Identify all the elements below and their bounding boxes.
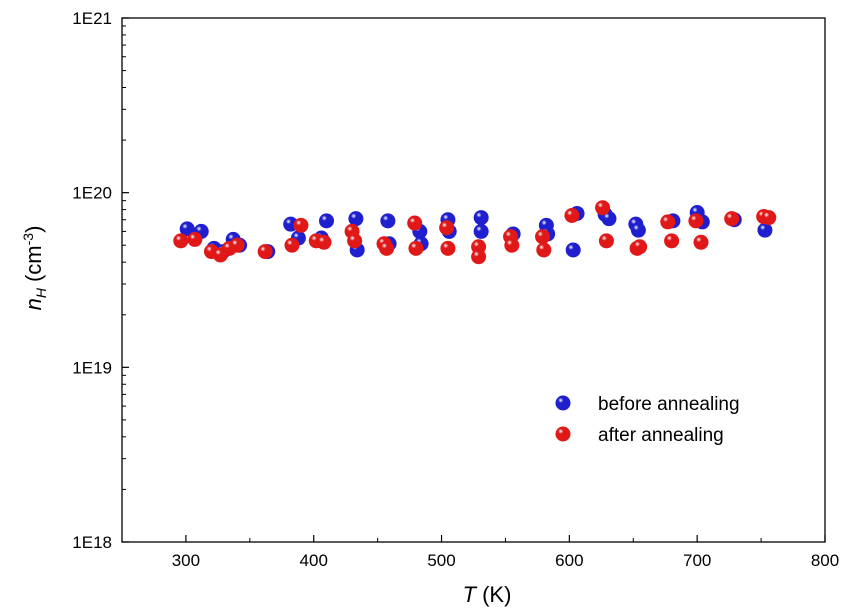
y-tick-label: 1E19 (72, 358, 112, 377)
legend-marker-after (555, 426, 571, 442)
tick-labels: 300 400 500 600 700 800 1E18 1E19 1E20 1E21 (72, 9, 839, 570)
after-annealing-point (660, 214, 676, 230)
after-annealing-point (598, 233, 614, 249)
before-annealing-point (179, 221, 195, 237)
y-axis-title: nH (cm-3) (20, 226, 49, 311)
before-annealing-point (601, 211, 617, 227)
before-annealing-point (630, 222, 646, 238)
after-annealing-point (173, 233, 189, 249)
x-axis-unit: (K) (482, 582, 511, 607)
x-tick-label: 800 (811, 551, 839, 570)
axis-ticks (121, 17, 826, 543)
after-annealing-point (564, 208, 580, 224)
before-annealing-point (473, 223, 489, 239)
y-tick-label: 1E20 (72, 184, 112, 203)
y-tick-label: 1E18 (72, 533, 112, 552)
x-tick-label: 600 (555, 551, 583, 570)
after-annealing-point (535, 229, 551, 245)
after-annealing-point (408, 240, 424, 256)
before-annealing-point (319, 213, 335, 229)
before-annealing-point (565, 242, 581, 258)
x-tick-label: 700 (683, 551, 711, 570)
after-annealing-point (595, 200, 611, 216)
before-annealing-point (757, 222, 773, 238)
y-axis-unit-suffix: ) (21, 226, 46, 233)
legend: before annealing after annealing (555, 394, 740, 446)
after-annealing-point (284, 237, 300, 253)
x-axis-symbol: T (463, 582, 478, 607)
after-annealing-point (257, 244, 273, 260)
after-annealing-point (693, 234, 709, 250)
y-axis-subscript: H (33, 287, 49, 298)
after-annealing-point (316, 234, 332, 250)
legend-marker-before (555, 395, 571, 411)
after-annealing-point (187, 231, 203, 247)
legend-label-after: after annealing (598, 425, 724, 446)
before-annealing-point (473, 210, 489, 226)
after-annealing-point (664, 233, 680, 249)
after-annealing-point (504, 237, 520, 253)
x-tick-label: 300 (172, 551, 200, 570)
plot-frame (121, 17, 826, 543)
after-annealing-point (229, 237, 245, 253)
y-axis-unit-exp: -3 (20, 233, 36, 246)
data-markers (173, 200, 777, 265)
after-annealing-point (439, 220, 455, 236)
after-annealing-point (407, 215, 423, 231)
x-tick-label: 400 (300, 551, 328, 570)
after-annealing-point (761, 210, 777, 226)
y-tick-label: 1E21 (72, 9, 112, 28)
before-annealing-point (380, 213, 396, 229)
after-annealing-point (632, 239, 648, 255)
after-annealing-point (293, 217, 309, 233)
x-axis-title: T (K) (463, 582, 512, 607)
after-annealing-point (536, 242, 552, 258)
legend-label-before: before annealing (598, 394, 740, 415)
x-tick-label: 500 (427, 551, 455, 570)
after-annealing-point (688, 213, 704, 229)
before-annealing-point (348, 211, 364, 227)
y-axis-unit-prefix: (cm (21, 245, 46, 282)
after-annealing-point (379, 240, 395, 256)
y-axis-symbol: n (21, 298, 46, 310)
after-annealing-point (347, 233, 363, 249)
after-annealing-point (724, 211, 740, 227)
after-annealing-point (471, 249, 487, 265)
after-annealing-point (440, 240, 456, 256)
